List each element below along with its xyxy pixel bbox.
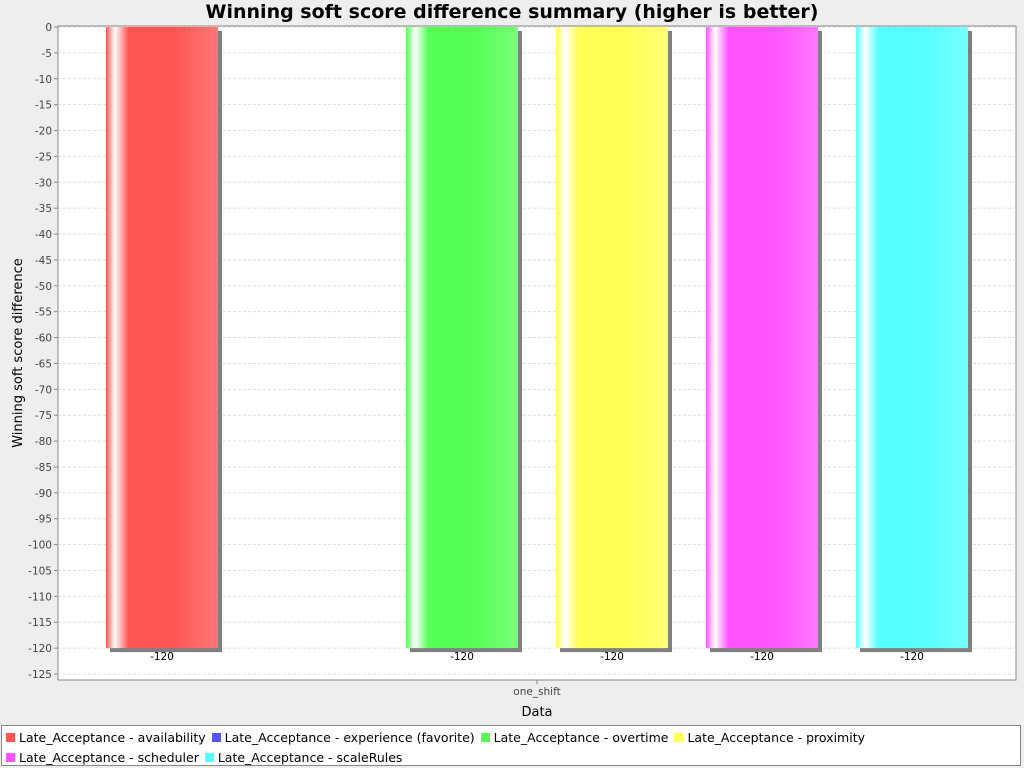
legend-label: Late_Acceptance - overtime — [493, 729, 669, 745]
bar-6 — [856, 27, 968, 649]
legend-label: Late_Acceptance - availability — [19, 729, 206, 745]
y-tick-label: -35 — [35, 203, 52, 215]
y-tick-label: -10 — [35, 74, 52, 86]
legend-label: Late_Acceptance - experience (favorite) — [224, 729, 475, 745]
data-label: -120 — [600, 651, 624, 663]
bar-4 — [556, 27, 668, 649]
legend-swatch — [204, 752, 214, 762]
chart-title: Winning soft score difference summary (h… — [205, 1, 819, 23]
x-tick-label: one_shift — [513, 686, 560, 698]
data-label: -120 — [150, 651, 174, 663]
legend-swatch — [6, 732, 15, 742]
y-tick-label: -5 — [42, 48, 52, 60]
chart-plot: 0 -5 -10 -15 -20 -25 -30 -35 -40 -45 -50 -55 -60 -65 -… — [11, 22, 1017, 720]
y-tick-label: -125 — [28, 669, 52, 681]
y-tick-label: -120 — [28, 643, 52, 655]
y-tick-label: -75 — [35, 410, 52, 422]
legend-item: Late_Acceptance - availability — [6, 728, 206, 746]
y-tick-label: -20 — [35, 126, 52, 138]
y-tick-label: 0 — [45, 22, 52, 34]
y-axis-label: Winning soft score difference — [11, 258, 26, 448]
legend-item: Late_Acceptance - proximity — [674, 728, 865, 746]
bar-1 — [106, 27, 218, 649]
y-tick-label: -105 — [28, 565, 52, 577]
y-tick-label: -30 — [35, 177, 52, 189]
y-tick-label: -60 — [35, 333, 52, 345]
y-tick-label: -70 — [35, 384, 52, 396]
data-label: -120 — [750, 651, 774, 663]
legend-label: Late_Acceptance - scheduler — [19, 749, 199, 765]
legend-label: Late_Acceptance - scaleRules — [217, 749, 403, 765]
y-tick-label: -85 — [35, 462, 52, 474]
y-tick-label: -40 — [35, 229, 52, 241]
y-tick-label: -95 — [35, 514, 52, 526]
x-axis-label: Data — [521, 705, 552, 720]
y-tick-label: -65 — [35, 358, 52, 370]
legend-swatch — [480, 732, 490, 742]
legend-label: Late_Acceptance - proximity — [687, 729, 866, 745]
bar-3 — [406, 27, 518, 649]
y-tick-label: -55 — [35, 307, 52, 319]
y-tick-label: -110 — [28, 591, 52, 603]
y-tick-label: -50 — [35, 281, 52, 293]
y-tick-label: -90 — [35, 488, 52, 500]
y-tick-label: -45 — [35, 255, 52, 267]
data-label: -120 — [900, 651, 924, 663]
legend-row: Late_Acceptance - availability Late_Accep… — [6, 728, 1016, 766]
y-tick-label: -100 — [28, 540, 52, 552]
legend-swatch — [6, 752, 15, 762]
y-tick-label: -115 — [28, 617, 52, 629]
data-label: -120 — [450, 651, 474, 663]
legend-item: Late_Acceptance - overtime — [480, 728, 669, 746]
bar-5 — [706, 27, 818, 649]
legend-item: Late_Acceptance - scaleRules — [204, 748, 403, 766]
y-tick-label: -15 — [35, 100, 52, 112]
chart-legend: Late_Acceptance - availability Late_Accep… — [1, 725, 1021, 766]
y-tick-label: -25 — [35, 151, 52, 163]
y-tick-label: -80 — [35, 436, 52, 448]
legend-swatch — [211, 732, 221, 742]
legend-swatch — [674, 732, 684, 742]
legend-item: Late_Acceptance - experience (favorite) — [211, 728, 475, 746]
legend-item: Late_Acceptance - scheduler — [6, 748, 199, 766]
